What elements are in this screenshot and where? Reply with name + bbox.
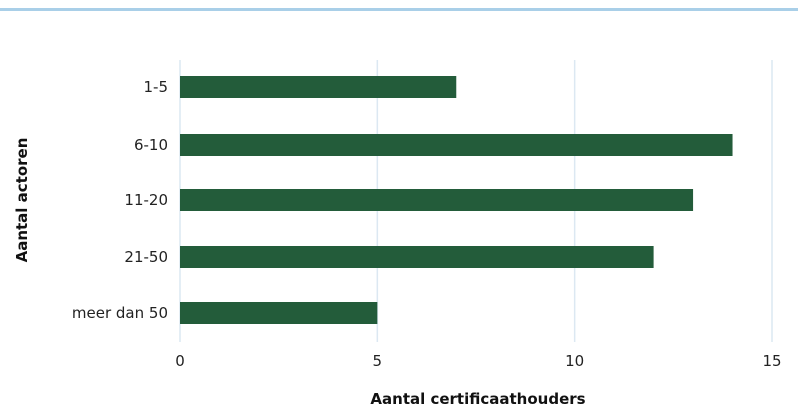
bar-4 bbox=[180, 246, 654, 268]
y-axis-title: Aantal actoren bbox=[13, 138, 31, 263]
bar-5 bbox=[180, 302, 378, 324]
category-labels: 1-5 6-10 11-20 21-50 meer dan 50 bbox=[72, 78, 168, 322]
category-label: 6-10 bbox=[134, 136, 168, 154]
bar-1 bbox=[180, 76, 457, 98]
x-tick-label: 15 bbox=[762, 352, 781, 370]
x-axis-title: Aantal certificaathouders bbox=[370, 390, 585, 408]
x-tick-labels: 0 5 10 15 bbox=[175, 352, 781, 370]
x-tick-label: 5 bbox=[373, 352, 383, 370]
category-label: 21-50 bbox=[124, 248, 168, 266]
category-label: 11-20 bbox=[124, 191, 168, 209]
bar-2 bbox=[180, 134, 733, 156]
x-tick-label: 0 bbox=[175, 352, 185, 370]
bar-3 bbox=[180, 189, 694, 211]
category-label: meer dan 50 bbox=[72, 304, 168, 322]
x-tick-label: 10 bbox=[565, 352, 584, 370]
bars bbox=[180, 76, 733, 324]
top-accent-rule bbox=[0, 8, 798, 11]
category-label: 1-5 bbox=[144, 78, 169, 96]
